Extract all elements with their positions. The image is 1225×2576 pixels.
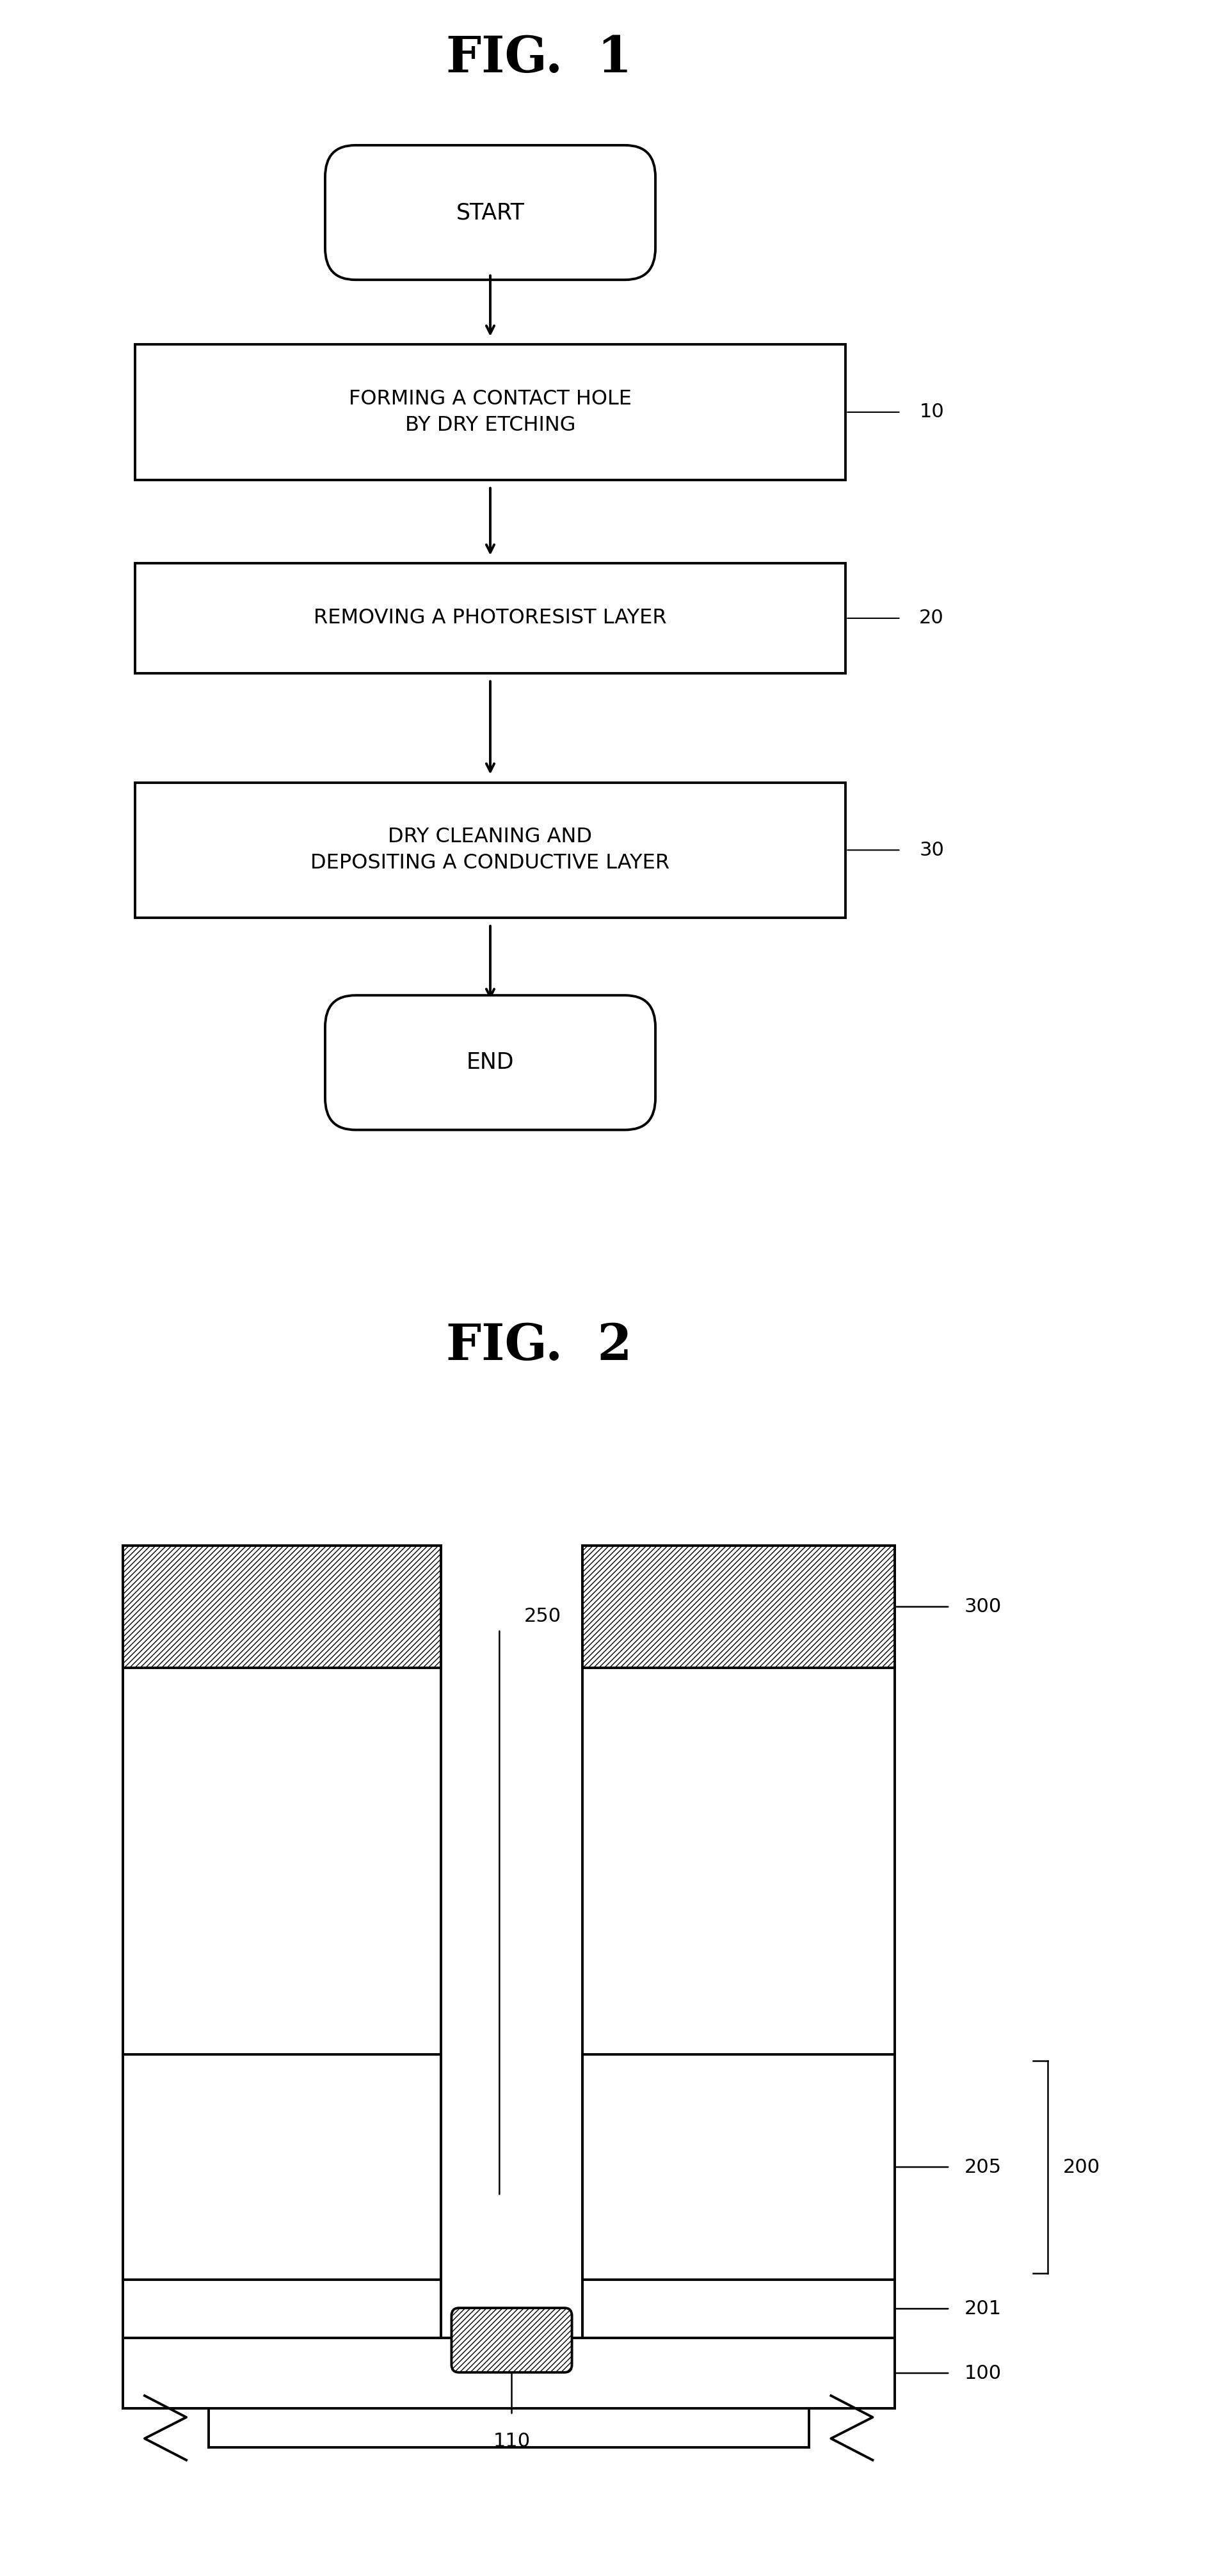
Bar: [122, 2339, 894, 2409]
Bar: [122, 1546, 441, 1669]
Bar: [135, 564, 845, 672]
Text: REMOVING A PHOTORESIST LAYER: REMOVING A PHOTORESIST LAYER: [314, 608, 666, 629]
Bar: [582, 1546, 894, 1669]
Text: 205: 205: [964, 2159, 1001, 2177]
Bar: [135, 345, 845, 479]
Text: DRY CLEANING AND
DEPOSITING A CONDUCTIVE LAYER: DRY CLEANING AND DEPOSITING A CONDUCTIVE…: [310, 827, 670, 873]
FancyBboxPatch shape: [451, 2308, 572, 2372]
Text: 300: 300: [964, 1597, 1001, 1615]
Text: END: END: [467, 1051, 513, 1074]
Text: FIG.  2: FIG. 2: [446, 1321, 632, 1370]
Text: 30: 30: [919, 840, 943, 860]
Text: 20: 20: [919, 608, 943, 629]
FancyBboxPatch shape: [325, 144, 655, 281]
Bar: [582, 1546, 894, 2339]
FancyBboxPatch shape: [325, 994, 655, 1131]
Text: 201: 201: [964, 2300, 1001, 2318]
Text: START: START: [456, 201, 524, 224]
Text: 100: 100: [964, 2365, 1001, 2383]
Text: FORMING A CONTACT HOLE
BY DRY ETCHING: FORMING A CONTACT HOLE BY DRY ETCHING: [349, 389, 631, 435]
Text: 110: 110: [492, 2432, 530, 2450]
Text: 200: 200: [1062, 2159, 1099, 2177]
Text: 10: 10: [919, 402, 943, 422]
Text: FIG.  1: FIG. 1: [446, 33, 632, 82]
Bar: [135, 783, 845, 917]
Bar: [122, 1546, 441, 2339]
Text: 250: 250: [524, 1607, 561, 1625]
